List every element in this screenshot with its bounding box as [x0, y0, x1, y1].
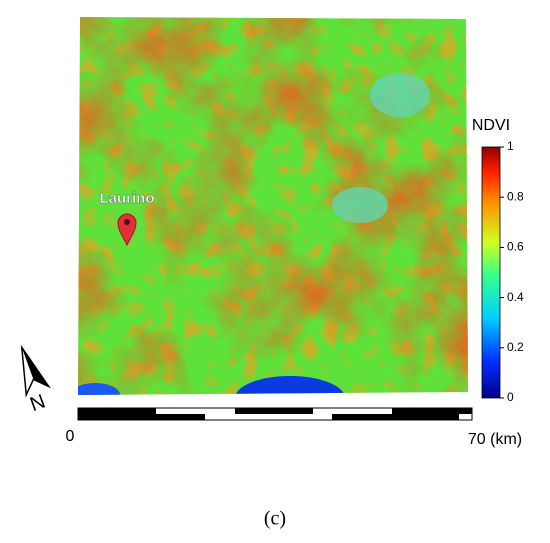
colorbar-label: NDVI: [472, 117, 510, 134]
scale-end-label: 70 (km): [468, 431, 522, 448]
scale-start-label: 0: [66, 428, 75, 445]
colorbar-tick-label: 0.2: [507, 340, 524, 354]
location-marker: [117, 213, 137, 247]
colorbar-tick-label: 0.8: [507, 189, 524, 203]
colorbar: [481, 146, 501, 399]
north-arrow: [20, 344, 51, 398]
colorbar-tick-label: 0.4: [507, 290, 524, 304]
north-label: N: [27, 391, 48, 417]
colorbar-tick-label: 1: [507, 139, 514, 153]
scale-bar: [77, 407, 473, 421]
caption: (c): [264, 508, 286, 530]
colorbar-tick-label: 0: [507, 390, 514, 404]
marker-label: Laurino: [100, 190, 155, 207]
ndvi-map: [78, 17, 468, 395]
colorbar-tick-label: 0.6: [507, 240, 524, 254]
